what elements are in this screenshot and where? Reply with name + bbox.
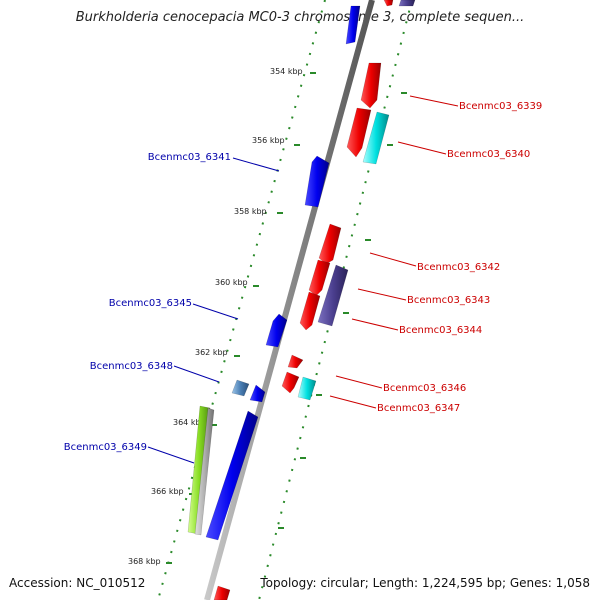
- tick-label-358: 358 kbp: [234, 207, 267, 216]
- gene-feature-6347[interactable]: [297, 376, 317, 401]
- gene-label-6343[interactable]: Bcenmc03_6343: [407, 295, 490, 306]
- tick-label-356: 356 kbp: [252, 136, 285, 145]
- reverse-leaders: [147, 157, 280, 464]
- gene-feature-top-red[interactable]: [383, 0, 394, 7]
- gene-label-6347[interactable]: Bcenmc03_6347: [377, 403, 460, 414]
- accession-text: Accession: NC_010512: [9, 576, 146, 590]
- gene-feature-6346-b[interactable]: [281, 371, 300, 394]
- tick-label-360: 360 kbp: [215, 278, 248, 287]
- chromosome-backbone: [204, 0, 375, 600]
- gene-label-6344[interactable]: Bcenmc03_6344: [399, 325, 482, 336]
- tick-label-366: 366 kbp: [151, 487, 184, 496]
- tick-label-364: 364 kbp: [173, 418, 206, 427]
- map-title: Burkholderia cenocepacia MC0-3 chromosom…: [75, 10, 525, 25]
- gene-label-6339[interactable]: Bcenmc03_6339: [459, 101, 542, 112]
- gene-label-6345[interactable]: Bcenmc03_6345: [109, 298, 192, 309]
- gene-label-6342[interactable]: Bcenmc03_6342: [417, 262, 500, 273]
- gene-feature-6339[interactable]: [360, 62, 382, 109]
- gene-feature-6340-cyan[interactable]: [362, 111, 390, 165]
- tick-label-368: 368 kbp: [128, 557, 161, 566]
- gene-feature-6343-purple[interactable]: [317, 264, 349, 327]
- tick-marks: [166, 72, 407, 564]
- gene-feature-6346[interactable]: [287, 354, 304, 369]
- gene-label-6341[interactable]: Bcenmc03_6341: [148, 152, 231, 163]
- tick-label-362: 362 kbp: [195, 348, 228, 357]
- gene-label-6349[interactable]: Bcenmc03_6349: [64, 442, 147, 453]
- gene-feature-top-purple[interactable]: [398, 0, 416, 7]
- gene-feature-6344[interactable]: [299, 291, 321, 331]
- gene-feature-top-blue[interactable]: [345, 5, 361, 45]
- gene-feature-6349-blue[interactable]: [205, 410, 259, 541]
- gene-feature-6345[interactable]: [265, 313, 288, 348]
- gene-label-6346[interactable]: Bcenmc03_6346: [383, 383, 466, 394]
- gene-feature-6348[interactable]: [231, 379, 250, 397]
- gene-feature-bottom-red[interactable]: [213, 585, 231, 600]
- gene-feature-6340[interactable]: [346, 107, 372, 158]
- gene-label-6348[interactable]: Bcenmc03_6348: [90, 361, 173, 372]
- forward-leaders: [329, 95, 459, 409]
- gene-features: [187, 0, 416, 600]
- gene-label-6340[interactable]: Bcenmc03_6340: [447, 149, 530, 160]
- gene-feature-6341[interactable]: [304, 155, 330, 208]
- gene-feature-6342[interactable]: [318, 223, 342, 265]
- gene-feature-6348-b[interactable]: [249, 384, 266, 403]
- gene-feature-6343[interactable]: [308, 259, 331, 297]
- tick-label-354: 354 kbp: [270, 67, 303, 76]
- gene-feature-6349-grey[interactable]: [194, 407, 215, 536]
- genome-summary-text: Topology: circular; Length: 1,224,595 bp…: [260, 576, 590, 590]
